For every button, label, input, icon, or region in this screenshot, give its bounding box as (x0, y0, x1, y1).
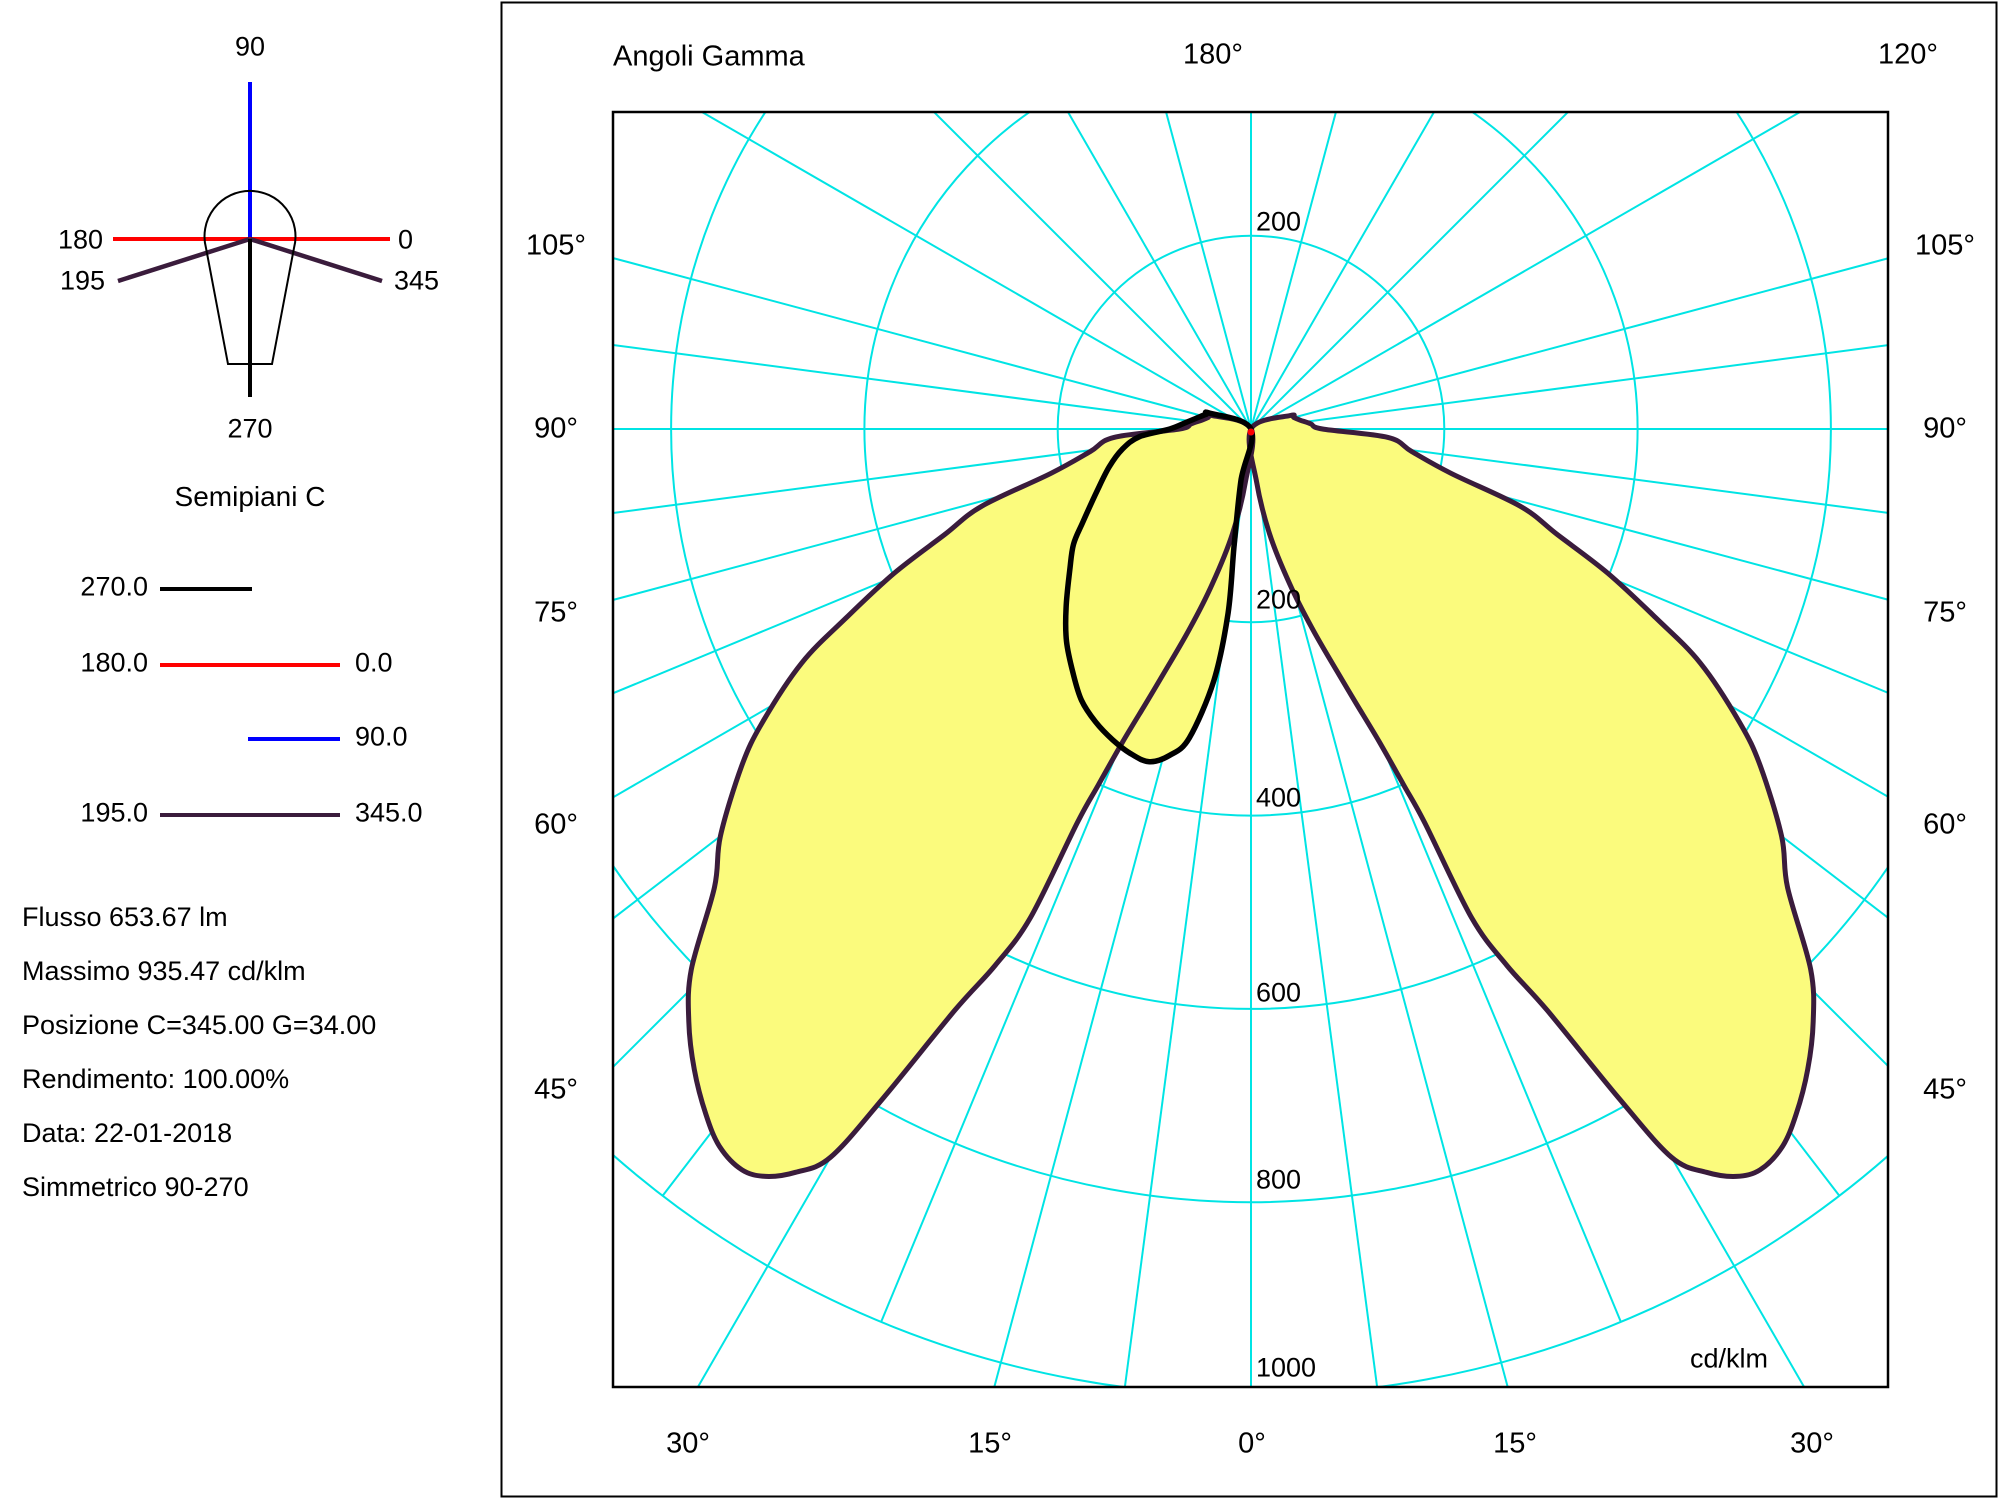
grid-ray (1250, 112, 1803, 430)
lamp-axis-195 (117, 236, 251, 284)
chart-box (611, 110, 1890, 1389)
legend-label-left: 195.0 (80, 797, 148, 828)
gamma-tick-right: 75° (1923, 596, 1967, 629)
gamma-tick-left: 105° (526, 229, 586, 262)
grid-ray (1250, 257, 1888, 430)
lobe-fill (1249, 414, 1814, 1177)
legend-label-right: 0.0 (355, 647, 393, 678)
legend-label-left: 180.0 (80, 647, 148, 678)
lamp-label-180: 180 (57, 224, 103, 255)
gamma-tick-bottom: 30° (1790, 1427, 1834, 1460)
lamp-label-0: 0 (398, 224, 414, 255)
grid-ray (1250, 344, 1888, 430)
grid-ray (1165, 112, 1252, 430)
lamp-axis-345 (249, 236, 383, 284)
gamma-tick-bottom: 15° (968, 1427, 1012, 1460)
chart-title: Angoli Gamma (613, 40, 805, 73)
grid-ray (613, 257, 1252, 430)
lamp-diagram (113, 82, 390, 397)
grid-ray (1250, 112, 1436, 430)
info-line: Massimo 935.47 cd/klm (22, 956, 306, 986)
grid-ray (613, 343, 1252, 430)
intensity-curves (685, 409, 1817, 1179)
info-line: Flusso 653.67 lm (22, 902, 228, 932)
grid-ray (1250, 428, 1509, 1387)
gamma-tick-left: 90° (534, 412, 578, 445)
radial-unit-label: cd/klm (1689, 1343, 1768, 1374)
grid-ray (1250, 112, 1570, 430)
gamma-tick-bottom: 15° (1493, 1427, 1537, 1460)
gamma-tick-left: 45° (534, 1073, 578, 1106)
gamma-tick-bottom: 30° (666, 1427, 710, 1460)
lamp-label-345: 345 (394, 265, 440, 296)
grid-ray (699, 112, 1252, 430)
lamp-bulb-outline (203, 189, 297, 365)
info-line: Simmetrico 90-270 (22, 1172, 249, 1202)
top-tick-120: 120° (1878, 38, 1938, 71)
gamma-tick-right: 60° (1923, 808, 1967, 841)
gamma-tick-right: 105° (1915, 229, 1975, 262)
gamma-tick-bottom: 0° (1238, 1427, 1266, 1460)
curve-c195 (685, 412, 1256, 1179)
radial-tick-label: 200 (1256, 584, 1302, 615)
grid-ray (1250, 428, 1379, 1387)
lobe-fill (1065, 412, 1253, 762)
curve-c270 (1062, 409, 1255, 765)
radial-tick-label: 600 (1256, 977, 1302, 1008)
curve-c0-180-origin-dot (1247, 428, 1255, 436)
legend-label-right: 345.0 (355, 797, 423, 828)
info-block: Flusso 653.67 lm Massimo 935.47 cd/klm Pos… (22, 890, 376, 1214)
curve-c345 (1246, 412, 1817, 1179)
info-line: Posizione C=345.00 G=34.00 (22, 1010, 377, 1040)
radial-tick-label: 400 (1256, 782, 1302, 813)
lamp-label-90: 90 (234, 31, 266, 62)
grid-ray (1250, 112, 1337, 430)
grid-ray (1066, 112, 1252, 430)
info-line: Data: 22-01-2018 (22, 1118, 233, 1148)
legend-title: Semipiani C (174, 481, 326, 512)
grid-ray (613, 428, 1252, 601)
info-line: Rendimento: 100.00% (22, 1064, 290, 1094)
gamma-tick-left: 75° (534, 596, 578, 629)
radial-tick-label: 800 (1256, 1164, 1302, 1195)
radial-tick-label: 200 (1256, 206, 1302, 237)
lamp-label-270: 270 (227, 413, 273, 444)
radial-tick-label: 1000 (1256, 1352, 1317, 1383)
legend-label-left: 270.0 (80, 571, 148, 602)
gamma-tick-right: 90° (1923, 412, 1967, 445)
outer-frame (500, 1, 1998, 1498)
top-tick-180: 180° (1183, 38, 1243, 71)
gamma-tick-right: 45° (1923, 1073, 1967, 1106)
lamp-label-195: 195 (59, 265, 105, 296)
grid-ray (932, 112, 1252, 430)
grid-ray (1250, 428, 1888, 601)
legend-label-right: 90.0 (355, 721, 408, 752)
gamma-tick-left: 60° (534, 808, 578, 841)
